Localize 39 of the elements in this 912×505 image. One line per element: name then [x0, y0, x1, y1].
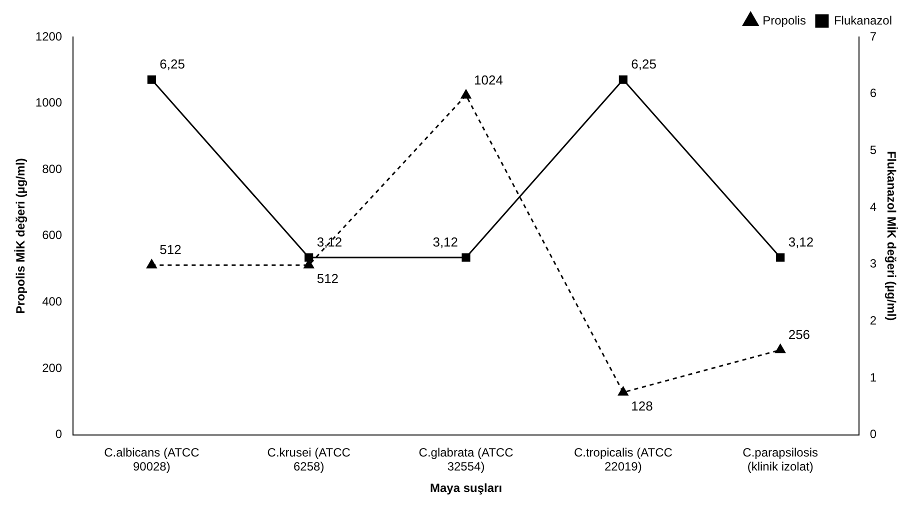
- point: [460, 90, 472, 99]
- x-tick-label: C.albicans (ATCC 90028): [104, 445, 200, 474]
- data-label: 6,25: [160, 56, 185, 72]
- x-tick-label: C.tropicalis (ATCC 22019): [574, 445, 673, 474]
- y2-tick-label: 4: [870, 200, 877, 214]
- y2-tick-label: 5: [870, 142, 877, 157]
- x-axis-title: Maya suşları: [430, 481, 502, 496]
- y2-tick-label: 7: [870, 29, 877, 44]
- data-label: 512: [316, 271, 339, 286]
- y2-tick-label: 6: [870, 86, 877, 100]
- y2-tick-label: 0: [870, 427, 877, 442]
- point: [775, 344, 786, 354]
- point: [618, 386, 628, 396]
- y2-tick-label: 2: [870, 313, 877, 328]
- data-label: 3,12: [316, 234, 342, 250]
- y2-tick-label: 3: [870, 256, 877, 271]
- y-tick-label: 200: [42, 360, 62, 375]
- y-tick-label: 800: [42, 162, 62, 176]
- data-label: 3,12: [432, 234, 458, 250]
- data-label: 256: [788, 327, 810, 342]
- data-label: 128: [631, 398, 653, 414]
- y-tick-label: 0: [55, 427, 62, 442]
- data-label: 1024: [474, 72, 503, 88]
- x-tick-label: C.parapsilosis (klinik izolat): [742, 445, 818, 474]
- legend-label: Propolis: [762, 13, 806, 28]
- y2-tick-label: 1: [870, 370, 877, 384]
- y-tick-label: 600: [42, 228, 62, 242]
- x-tick-label: C.glabrata (ATCC 32554): [418, 445, 514, 474]
- x-tick-label: C.krusei (ATCC 6258): [267, 445, 351, 474]
- y-tick-label: 400: [42, 294, 62, 309]
- y-axis-title: Propolis MİK değeri (µg/ml): [14, 158, 28, 314]
- y2-axis-title: Flukanazol MİK değeri (µg/ml): [884, 151, 898, 321]
- y-tick-label: 1000: [35, 96, 62, 110]
- point: [146, 259, 157, 268]
- data-label: 3,12: [788, 234, 814, 250]
- data-label: 512: [160, 242, 182, 258]
- legend-label: Flukanazol: [834, 13, 892, 28]
- y-tick-label: 1200: [35, 29, 62, 44]
- data-label: 6,25: [631, 56, 656, 72]
